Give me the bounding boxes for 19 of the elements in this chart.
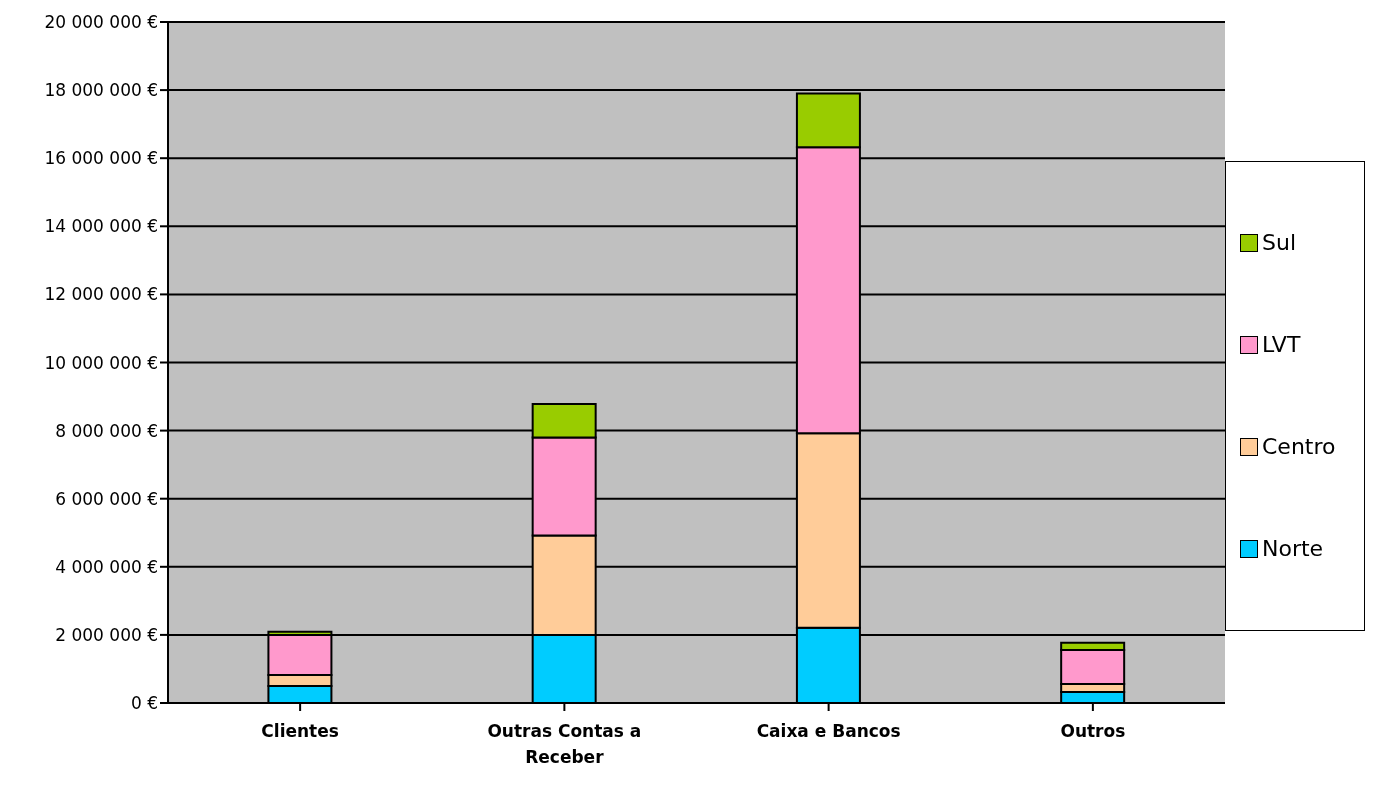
legend-label: LVT — [1262, 332, 1301, 357]
x-tick-label: Caixa e Bancos — [756, 721, 901, 741]
legend-label: Sul — [1262, 230, 1297, 255]
legend-label: Centro — [1262, 434, 1336, 459]
y-tick-label: 12 000 000 € — [44, 284, 158, 305]
y-tick-label: 20 000 000 € — [44, 12, 158, 33]
y-tick-label: 10 000 000 € — [44, 352, 158, 373]
y-tick-label: 0 € — [130, 693, 158, 714]
y-tick-label: 4 000 000 € — [55, 556, 158, 577]
y-tick-label: 8 000 000 € — [55, 420, 158, 441]
x-tick-label: Clientes — [261, 721, 339, 741]
y-tick-label: 16 000 000 € — [44, 148, 158, 169]
x-tick-label: Outros — [1060, 721, 1126, 741]
legend-label: Norte — [1262, 536, 1324, 561]
x-tick-label: Outras Contas a Receber — [487, 721, 642, 767]
y-tick-label: 14 000 000 € — [44, 216, 158, 237]
y-tick-label: 2 000 000 € — [55, 624, 158, 645]
y-tick-label: 6 000 000 € — [55, 488, 158, 509]
y-tick-label: 18 000 000 € — [44, 80, 158, 101]
